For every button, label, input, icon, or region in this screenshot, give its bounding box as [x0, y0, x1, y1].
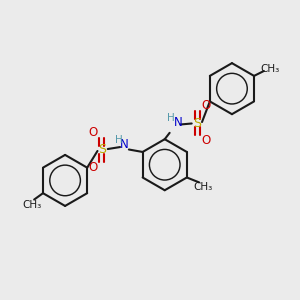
Text: O: O	[202, 134, 211, 147]
Text: H: H	[167, 113, 175, 123]
Text: O: O	[202, 99, 211, 112]
Text: N: N	[174, 116, 182, 128]
Text: S: S	[194, 116, 202, 130]
Text: H: H	[115, 135, 123, 145]
Text: O: O	[88, 161, 98, 174]
Text: CH₃: CH₃	[194, 182, 213, 192]
Text: S: S	[98, 143, 106, 157]
Text: N: N	[120, 138, 128, 151]
Text: CH₃: CH₃	[22, 200, 41, 211]
Text: O: O	[88, 126, 98, 139]
Text: CH₃: CH₃	[260, 64, 279, 74]
